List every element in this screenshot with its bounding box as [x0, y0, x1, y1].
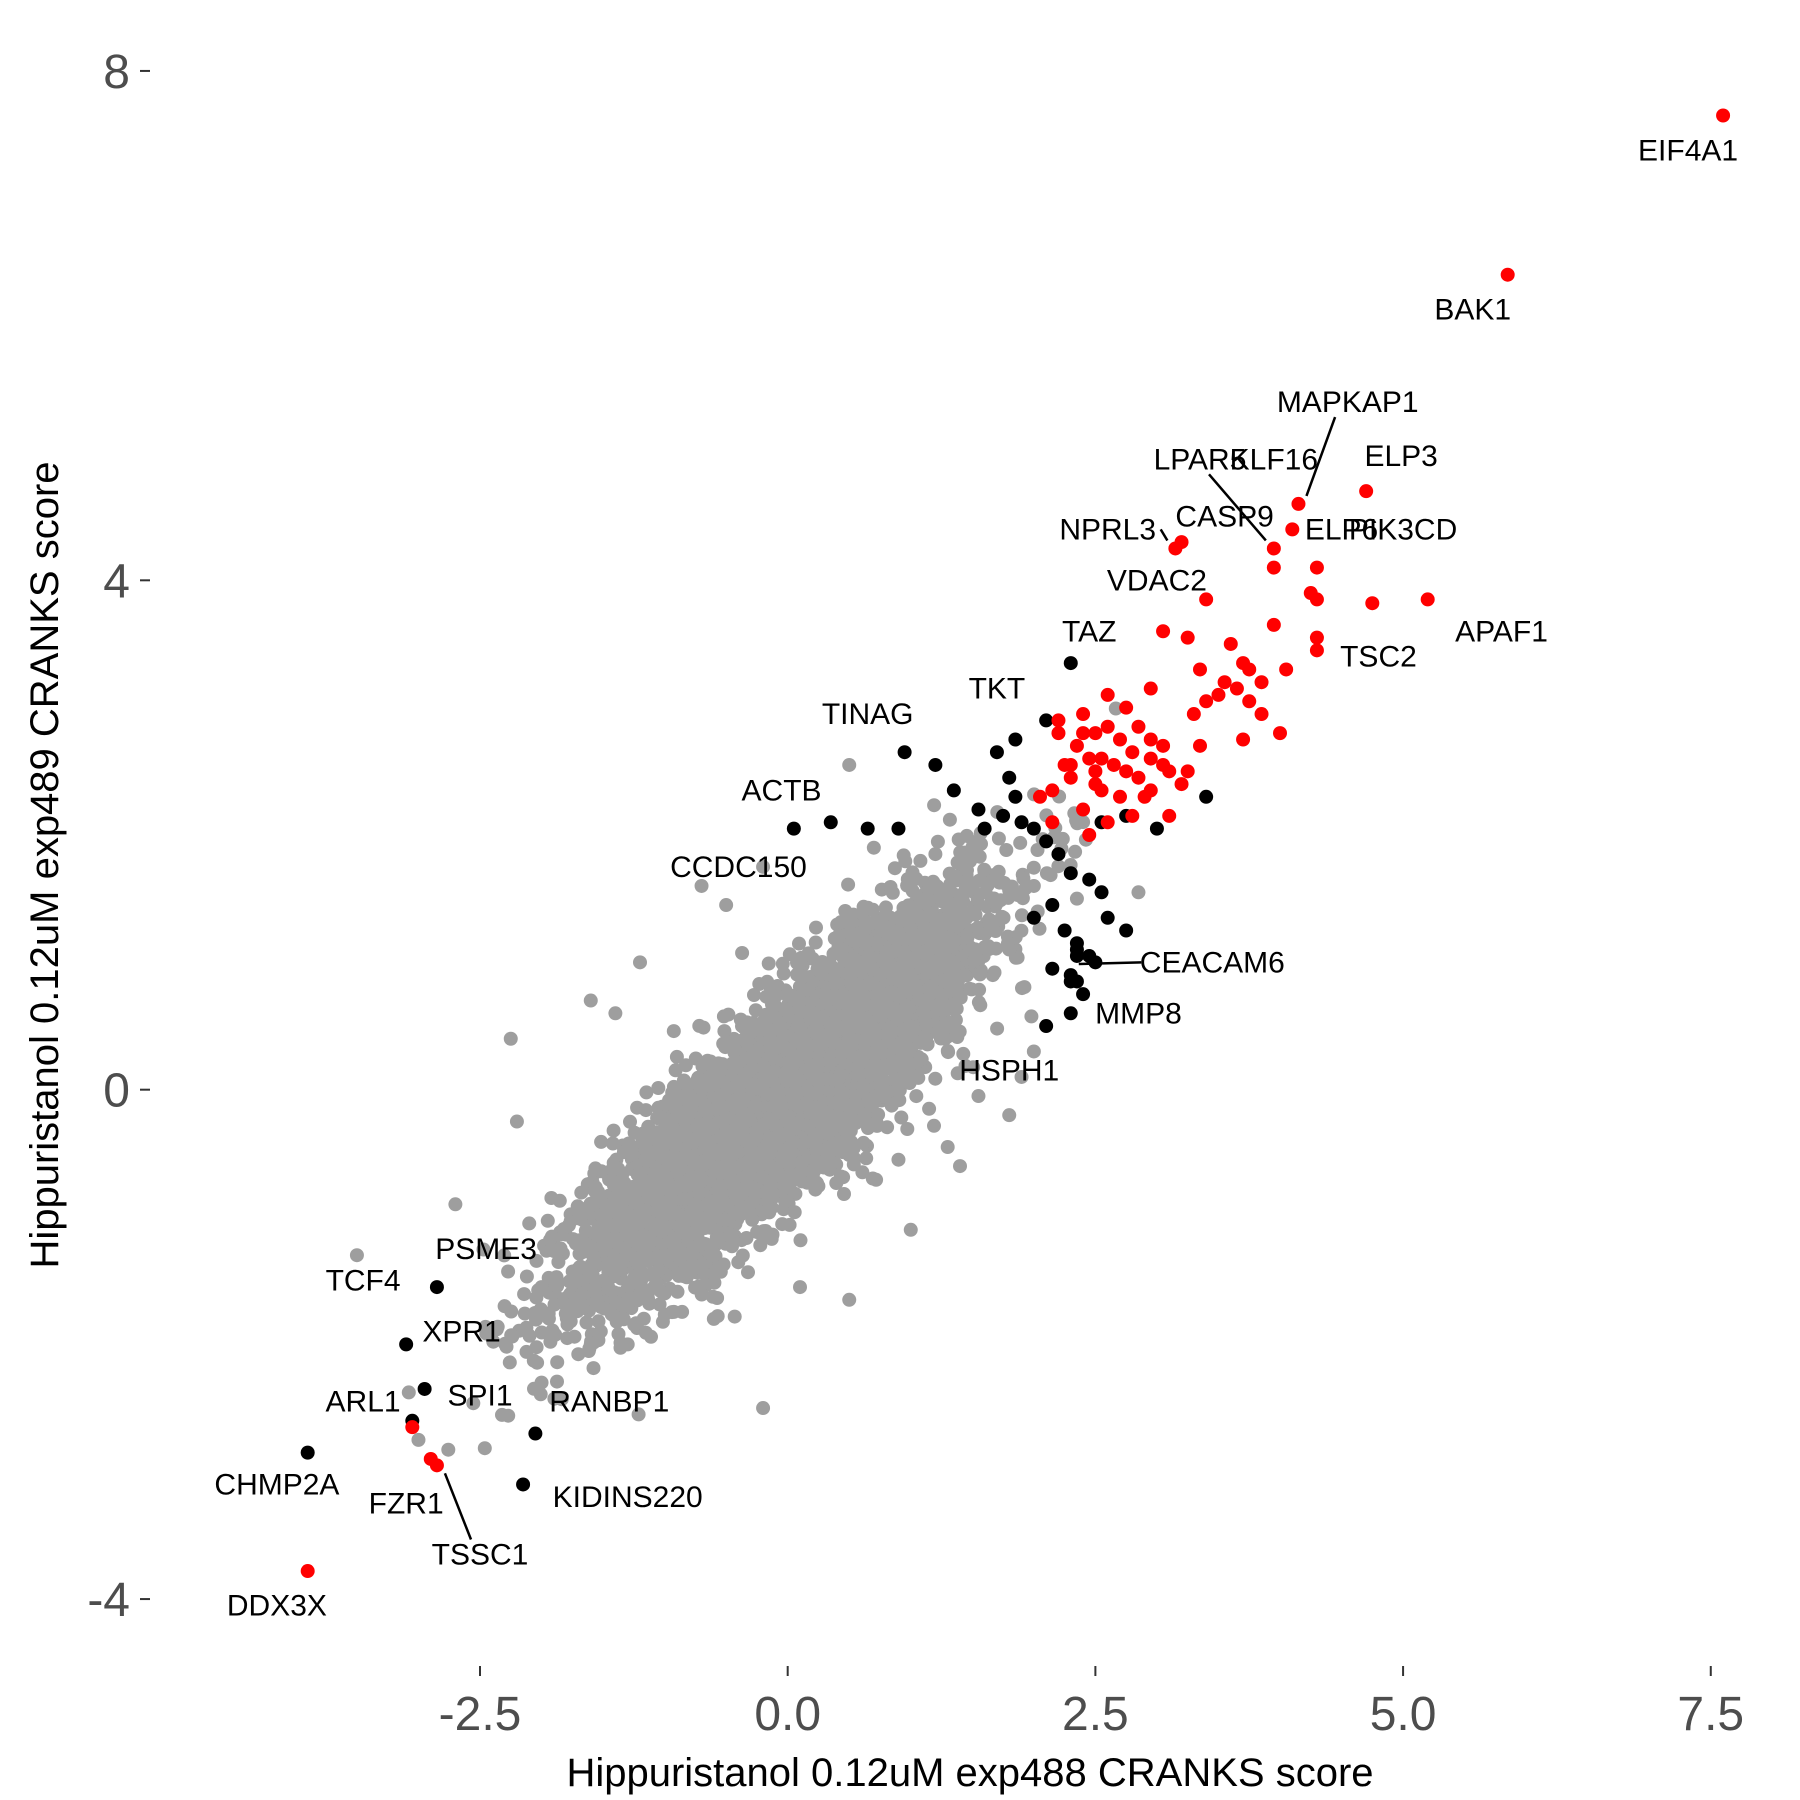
gene-point-gray: [519, 1269, 534, 1284]
gene-point-gray: [825, 960, 840, 975]
gene-point-gray: [495, 1407, 509, 1422]
gene-point-gray: [627, 1125, 642, 1140]
gene-point-gray: [466, 1396, 481, 1411]
gene-point-gray: [949, 1001, 964, 1016]
gene-point-gray: [1032, 921, 1047, 936]
gene-point-gray: [927, 1118, 941, 1133]
gene-point-gray: [502, 1355, 517, 1370]
gene-point-gray: [550, 1374, 564, 1389]
gene-point-gray: [529, 1253, 544, 1268]
gene-point-gray: [959, 828, 974, 843]
gene-point-gray: [960, 930, 975, 945]
data-points: [300, 108, 1731, 1579]
gene-point-gray: [477, 1441, 492, 1456]
gene-point-gray: [794, 950, 809, 965]
gene-point-gray: [810, 1176, 825, 1191]
gene-point-gray: [554, 1392, 569, 1407]
gene-point-gray: [1039, 866, 1054, 881]
gene-point-gray: [631, 1407, 646, 1422]
gene-point-gray: [716, 1257, 731, 1272]
gene-point-gray: [497, 1248, 512, 1263]
gene-point-gray: [606, 1123, 621, 1138]
gene-point-gray: [990, 1021, 1005, 1036]
gene-point-gray: [605, 1136, 620, 1151]
gene-point-gray: [668, 1063, 683, 1078]
gene-point-gray: [787, 1205, 802, 1220]
gene-point-gray: [761, 956, 776, 971]
gene-point-gray: [878, 900, 893, 915]
gene-point-gray: [782, 1217, 797, 1232]
gene-point-gray: [900, 878, 915, 893]
gene-point-gray: [778, 1194, 793, 1209]
gene-point-gray: [727, 1309, 742, 1324]
gene-point-gray: [760, 974, 775, 989]
gene-point-gray: [900, 1122, 915, 1136]
gene-point-gray: [858, 1109, 873, 1124]
gene-point-gray: [960, 863, 974, 878]
gene-point-gray: [574, 1287, 589, 1302]
gene-point-gray: [560, 1317, 575, 1332]
gene-point-gray: [534, 1325, 549, 1340]
gene-point-gray: [530, 1355, 545, 1370]
gene-point-gray: [1014, 923, 1029, 938]
gene-point-gray: [841, 877, 856, 892]
gene-point-gray: [669, 1049, 684, 1064]
gene-point-gray: [560, 1331, 575, 1346]
gene-point-gray: [859, 1151, 874, 1166]
gene-point-gray: [909, 1089, 924, 1104]
gene-point-gray: [981, 939, 996, 954]
gene-point-gray: [529, 1312, 543, 1327]
gene-point-gray: [543, 1334, 558, 1349]
gene-point-gray: [837, 1187, 851, 1201]
gene-point-gray: [636, 1311, 651, 1326]
gene-point-gray: [894, 1110, 909, 1125]
gene-point-gray: [805, 951, 820, 966]
gene-point-gray: [747, 988, 761, 1002]
gene-point-gray: [550, 1355, 565, 1370]
gene-point-gray: [1014, 908, 1029, 923]
gene-point-gray: [649, 1276, 664, 1291]
gene-point-gray: [476, 1242, 491, 1257]
gene-point-gray: [913, 853, 928, 868]
gene-point-gray: [401, 1385, 416, 1400]
gene-point-gray: [721, 1007, 736, 1022]
gene-point-gray: [898, 854, 913, 869]
gene-point-gray: [652, 1297, 667, 1312]
gene-point-gray: [922, 1101, 937, 1116]
gene-point-gray: [586, 1361, 601, 1376]
gene-point-gray: [717, 1024, 732, 1039]
gene-point-gray: [594, 1134, 609, 1149]
gene-point-gray: [977, 862, 992, 877]
gene-point-gray: [540, 1213, 555, 1228]
gene-point-gray: [942, 812, 957, 827]
gene-point-gray: [832, 927, 847, 942]
gene-point-gray: [1108, 701, 1123, 716]
gene-point-gray: [1030, 843, 1045, 857]
gene-point-gray: [676, 1269, 691, 1284]
gene-point-gray: [950, 855, 965, 870]
gene-point-gray: [533, 1387, 548, 1402]
gene-point-gray: [808, 935, 823, 950]
gene-point-gray: [866, 902, 880, 917]
gene-point-gray: [501, 1264, 516, 1279]
gene-point-gray: [541, 1311, 556, 1326]
gene-point-gray: [638, 1103, 653, 1118]
gene-point-gray: [441, 1442, 456, 1457]
gene-point-gray: [793, 1233, 808, 1248]
gene-point-gray: [574, 1185, 589, 1200]
gene-point-gray: [796, 969, 811, 984]
gene-point-gray: [958, 1058, 973, 1073]
gene-point-gray: [759, 1204, 774, 1219]
gene-point-gray: [741, 1265, 755, 1280]
gene-point-gray: [930, 834, 945, 849]
gene-point-gray: [809, 920, 823, 935]
gene-point-gray: [999, 843, 1014, 857]
gene-point-gray: [927, 798, 942, 813]
gene-point-gray: [522, 1328, 537, 1343]
gene-point-gray: [670, 1284, 685, 1299]
gene-point-gray: [940, 1044, 955, 1058]
